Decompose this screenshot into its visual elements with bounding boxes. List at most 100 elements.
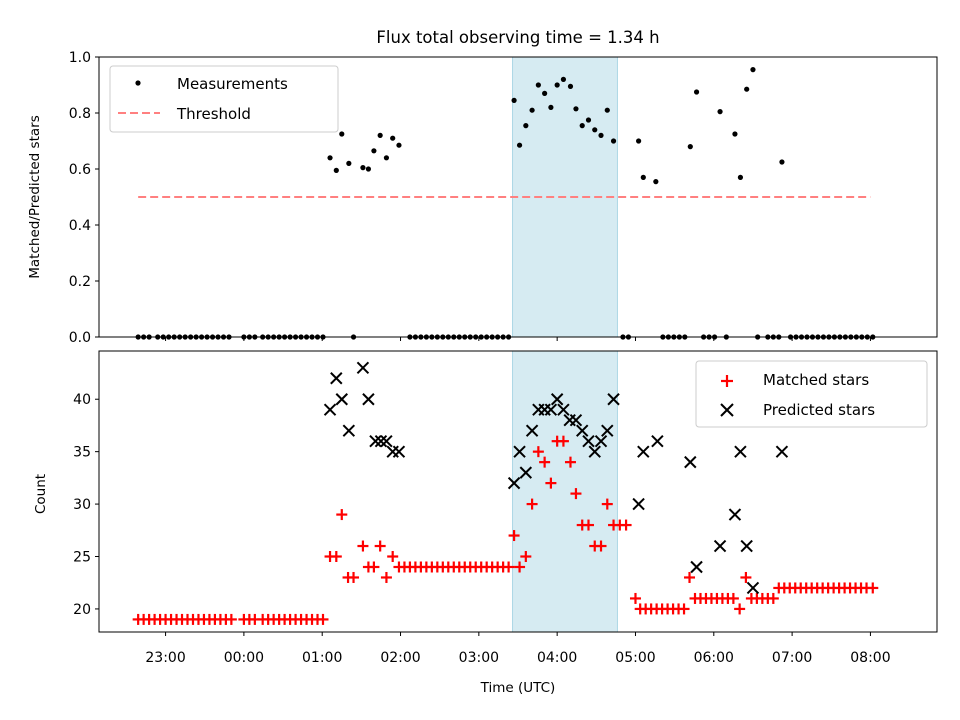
matched-star-point [532, 446, 544, 458]
predicted-star-point [369, 434, 382, 448]
matched-star-point [629, 592, 641, 604]
measurement-point [693, 89, 700, 95]
predicted-star-point [330, 372, 343, 385]
measurement-point [529, 107, 535, 113]
matched-star-point [620, 519, 632, 531]
measurement-point [687, 144, 693, 150]
predicted-star-point [335, 393, 348, 406]
measurement-point [396, 142, 402, 148]
bottom-legend: Matched stars Predicted stars [695, 360, 928, 428]
measurement-point [346, 160, 352, 166]
measurement-point [750, 67, 756, 73]
predicted-star-point [637, 445, 650, 458]
matched-star-point [867, 582, 879, 594]
measurement-point [535, 82, 541, 88]
predicted-star-point [544, 403, 558, 416]
top-ytick-label: 0.0 [69, 330, 91, 346]
predicted-star-point [569, 413, 583, 427]
measurement-point [579, 123, 585, 129]
predicted-star-point [740, 539, 753, 553]
matched-star-point [374, 540, 386, 552]
matched-star-point [557, 435, 569, 447]
predicted-star-point [607, 393, 620, 406]
measurement-point [511, 97, 517, 103]
measurement-point [327, 155, 333, 161]
measurement-point [573, 106, 579, 112]
bottom-ytick-label: 30 [73, 497, 91, 513]
top-title: Flux total observing time = 1.34 h [376, 28, 659, 47]
predicted-star-point [684, 455, 697, 469]
predicted-star-point [775, 445, 789, 458]
xtick-label: 05:00 [615, 650, 655, 666]
measurement-point [365, 166, 372, 172]
observing-window-shade [512, 350, 618, 633]
matched-star-point [380, 571, 392, 583]
xtick-label: 08:00 [850, 650, 890, 666]
predicted-star-point [507, 476, 521, 490]
bottom-axes: 20 25 30 35 40 23:00 00:00 01:00 02:00 03:00 04:0… [33, 350, 938, 696]
predicted-star-point [746, 581, 760, 595]
measurement-point [560, 76, 567, 82]
top-ytick-label: 0.4 [69, 218, 91, 234]
predicted-star-point [513, 445, 526, 458]
matched-star-point [570, 488, 582, 500]
xtick-label: 00:00 [224, 650, 264, 666]
predicted-star-point [728, 508, 742, 521]
measurement-point [516, 142, 523, 148]
measurement-point [554, 82, 560, 88]
matched-star-point [767, 592, 779, 604]
bottom-xlabel: Time (UTC) [480, 680, 556, 696]
matched-star-point [330, 551, 342, 563]
legend-predicted-label: Predicted stars [763, 401, 875, 419]
measurement-point [610, 138, 617, 144]
matched-star-point [503, 561, 515, 573]
xtick-label: 23:00 [145, 650, 185, 666]
matched-star-point [564, 456, 576, 468]
matched-star-point [368, 561, 380, 573]
matched-star-point [727, 592, 739, 604]
xtick-label: 03:00 [459, 650, 499, 666]
measurement-point [585, 117, 592, 123]
predicted-star-point [550, 393, 564, 406]
measurement-point [737, 174, 744, 180]
predicted-star-point [576, 424, 589, 437]
predicted-star-point [651, 434, 664, 448]
measurement-point [592, 127, 598, 133]
measurement-point [636, 138, 642, 144]
matched-star-point [539, 456, 551, 468]
xtick-label: 07:00 [772, 650, 812, 666]
legend-measurements-marker [135, 80, 141, 86]
measurement-point [653, 179, 659, 185]
measurement-point [339, 131, 345, 137]
top-ytick-label: 0.6 [69, 162, 91, 178]
measurement-point [717, 109, 723, 115]
measurement-point [542, 90, 548, 96]
matched-star-point [601, 498, 613, 510]
bottom-ytick-label: 25 [73, 550, 91, 566]
measurement-point [360, 165, 366, 171]
predicted-star-point [525, 424, 539, 437]
measurement-point [567, 83, 574, 89]
measurement-point [371, 148, 377, 154]
matched-star-point [514, 561, 526, 573]
bottom-ylabel: Count [33, 474, 49, 514]
top-ytick-label: 0.8 [69, 106, 91, 122]
matched-star-point [508, 530, 520, 542]
matched-star-point [520, 551, 532, 563]
predicted-star-point [594, 434, 608, 448]
matched-star-point [582, 519, 594, 531]
measurement-point [779, 159, 785, 165]
top-ytick-label: 1.0 [69, 50, 91, 66]
legend-measurements-label: Measurements [177, 75, 288, 93]
matched-star-point [357, 540, 369, 552]
legend-matched-marker [721, 375, 733, 387]
predicted-star-point [519, 466, 533, 479]
measurement-point [744, 86, 750, 92]
top-legend: Measurements Threshold [109, 65, 339, 133]
predicted-star-point [582, 434, 595, 448]
measurement-point [604, 107, 610, 113]
top-axes-frame [98, 56, 938, 338]
predicted-star-point [632, 497, 645, 511]
measurement-point [523, 123, 529, 129]
